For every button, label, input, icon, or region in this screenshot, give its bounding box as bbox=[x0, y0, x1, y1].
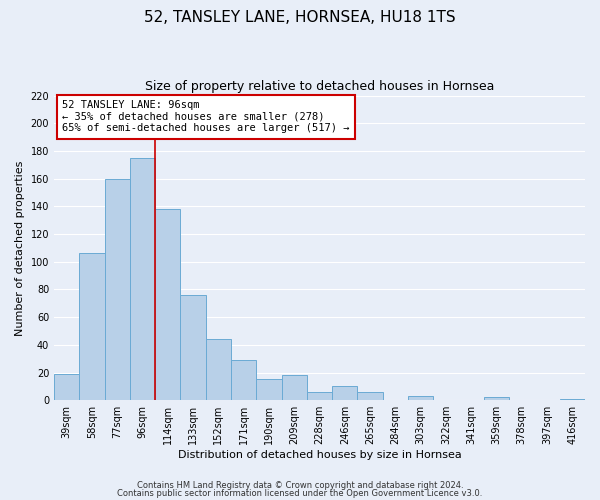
Bar bbox=[206, 340, 231, 400]
Bar bbox=[130, 158, 155, 400]
Text: 52, TANSLEY LANE, HORNSEA, HU18 1TS: 52, TANSLEY LANE, HORNSEA, HU18 1TS bbox=[144, 10, 456, 25]
Bar bbox=[307, 392, 332, 400]
Title: Size of property relative to detached houses in Hornsea: Size of property relative to detached ho… bbox=[145, 80, 494, 93]
Bar bbox=[281, 376, 307, 400]
Bar bbox=[104, 178, 130, 400]
Bar bbox=[54, 374, 79, 400]
X-axis label: Distribution of detached houses by size in Hornsea: Distribution of detached houses by size … bbox=[178, 450, 461, 460]
Text: 52 TANSLEY LANE: 96sqm
← 35% of detached houses are smaller (278)
65% of semi-de: 52 TANSLEY LANE: 96sqm ← 35% of detached… bbox=[62, 100, 350, 134]
Bar bbox=[484, 398, 509, 400]
Bar bbox=[155, 209, 181, 400]
Text: Contains public sector information licensed under the Open Government Licence v3: Contains public sector information licen… bbox=[118, 488, 482, 498]
Bar bbox=[358, 392, 383, 400]
Bar bbox=[332, 386, 358, 400]
Bar bbox=[408, 396, 433, 400]
Bar bbox=[256, 380, 281, 400]
Bar bbox=[79, 254, 104, 400]
Bar bbox=[560, 399, 585, 400]
Y-axis label: Number of detached properties: Number of detached properties bbox=[15, 160, 25, 336]
Bar bbox=[231, 360, 256, 400]
Text: Contains HM Land Registry data © Crown copyright and database right 2024.: Contains HM Land Registry data © Crown c… bbox=[137, 481, 463, 490]
Bar bbox=[181, 295, 206, 400]
